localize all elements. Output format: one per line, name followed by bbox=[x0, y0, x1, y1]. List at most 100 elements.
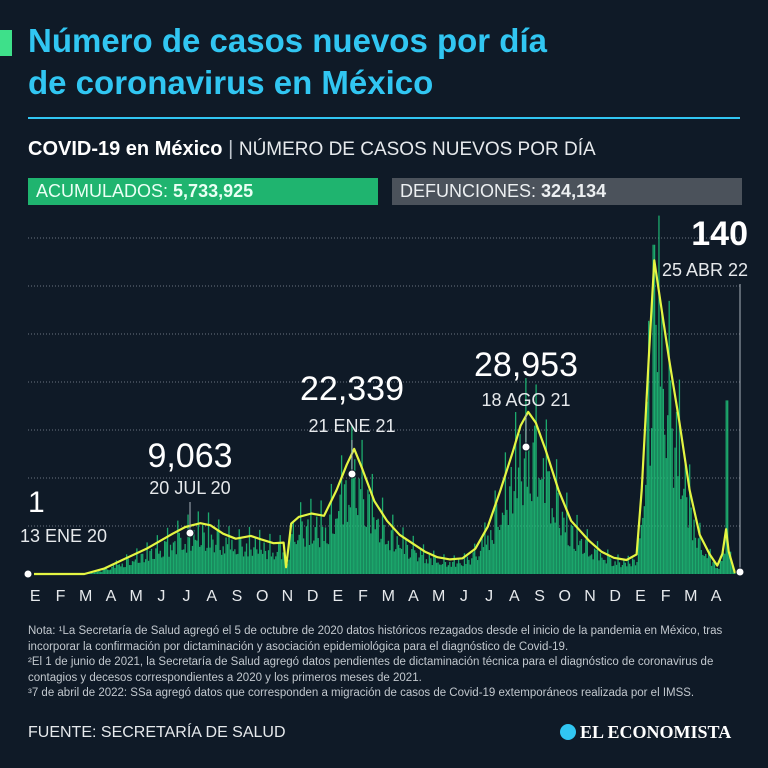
daily-cases-bar bbox=[693, 519, 695, 574]
daily-cases-bar bbox=[143, 562, 145, 574]
daily-cases-bar bbox=[438, 564, 441, 574]
daily-cases-bar bbox=[117, 564, 119, 574]
daily-cases-bar bbox=[710, 565, 713, 574]
daily-cases-bar bbox=[124, 567, 126, 574]
daily-cases-bar bbox=[485, 544, 488, 574]
daily-cases-bar bbox=[190, 550, 192, 574]
daily-cases-bar bbox=[184, 543, 186, 574]
daily-cases-bar bbox=[481, 538, 483, 574]
x-tick-label: F bbox=[661, 588, 671, 605]
daily-cases-bar bbox=[183, 549, 185, 574]
daily-cases-bar bbox=[361, 439, 363, 574]
daily-cases-bar bbox=[468, 559, 470, 574]
daily-cases-bar bbox=[111, 566, 113, 574]
annotation-value: 28,953 bbox=[474, 346, 578, 384]
subtitle-separator: | bbox=[228, 138, 234, 160]
daily-cases-bar bbox=[191, 545, 194, 574]
daily-cases-bar bbox=[408, 558, 410, 574]
daily-cases-bar bbox=[381, 497, 384, 574]
daily-cases-bar bbox=[90, 572, 93, 574]
daily-cases-bar bbox=[209, 547, 211, 574]
daily-cases-bar bbox=[114, 567, 116, 574]
daily-cases-bar bbox=[683, 488, 685, 574]
daily-cases-bar bbox=[368, 494, 371, 574]
daily-cases-bar bbox=[218, 519, 220, 574]
annotation-value: 9,063 bbox=[147, 437, 232, 475]
daily-cases-bar bbox=[397, 544, 400, 574]
daily-cases-bar bbox=[389, 550, 391, 574]
daily-cases-bar bbox=[449, 561, 451, 574]
daily-cases-bar bbox=[199, 546, 201, 574]
daily-cases-bar bbox=[684, 458, 686, 574]
daily-cases-bar bbox=[349, 507, 352, 574]
x-tick-label: M bbox=[432, 588, 445, 605]
daily-cases-bar bbox=[427, 563, 429, 574]
daily-cases-bar bbox=[425, 559, 428, 574]
daily-cases-bar bbox=[526, 486, 528, 574]
daily-cases-bar bbox=[699, 522, 701, 574]
daily-cases-bar bbox=[642, 517, 644, 574]
daily-cases-bar bbox=[434, 557, 436, 574]
daily-cases-bar bbox=[447, 565, 450, 574]
daily-cases-bar bbox=[164, 541, 166, 574]
daily-cases-bar bbox=[257, 553, 259, 574]
annotation-point bbox=[735, 567, 745, 577]
daily-cases-bar bbox=[140, 553, 142, 574]
x-tick-label: F bbox=[358, 588, 368, 605]
daily-cases-bar bbox=[223, 553, 226, 574]
daily-cases-bar bbox=[703, 556, 705, 574]
daily-cases-bar bbox=[441, 564, 444, 574]
title-divider bbox=[28, 117, 740, 119]
title-accent-bar bbox=[0, 30, 12, 56]
daily-cases-bar bbox=[395, 549, 397, 574]
daily-cases-bar bbox=[106, 569, 109, 574]
daily-cases-bar bbox=[384, 544, 387, 574]
daily-cases-bar bbox=[474, 543, 476, 574]
daily-cases-bar bbox=[247, 556, 249, 574]
daily-cases-bar bbox=[412, 535, 414, 574]
page-title: Número de casos nuevos por día de corona… bbox=[28, 20, 748, 104]
daily-cases-bar bbox=[630, 566, 632, 574]
daily-cases-bar bbox=[235, 554, 237, 574]
daily-cases-bar bbox=[564, 532, 567, 574]
daily-cases-bar bbox=[345, 480, 347, 574]
daily-cases-bar bbox=[668, 300, 670, 574]
daily-cases-bar bbox=[150, 548, 153, 574]
daily-cases-bar bbox=[139, 562, 141, 574]
daily-cases-bar bbox=[377, 518, 379, 574]
daily-cases-bar bbox=[687, 527, 689, 574]
daily-cases-bar bbox=[665, 458, 667, 574]
daily-cases-bar bbox=[637, 530, 640, 574]
daily-cases-bar bbox=[520, 481, 523, 574]
daily-cases-bar bbox=[248, 526, 251, 574]
daily-cases-bar bbox=[137, 562, 139, 574]
daily-cases-bar bbox=[362, 499, 365, 574]
daily-cases-bar bbox=[593, 548, 596, 574]
daily-cases-bar bbox=[193, 530, 195, 574]
daily-cases-bar bbox=[133, 561, 135, 574]
daily-cases-bar bbox=[706, 558, 708, 574]
daily-cases-bar bbox=[725, 400, 727, 574]
daily-cases-bar bbox=[162, 556, 164, 574]
daily-cases-bar bbox=[210, 534, 213, 574]
daily-cases-bar bbox=[286, 563, 289, 574]
daily-cases-bar bbox=[321, 526, 324, 574]
daily-cases-bar bbox=[149, 550, 151, 574]
x-tick-label: J bbox=[183, 588, 191, 605]
annotation-point bbox=[23, 569, 33, 579]
daily-cases-bar bbox=[715, 568, 717, 574]
x-tick-label: M bbox=[684, 588, 697, 605]
x-tick-label: O bbox=[256, 588, 268, 605]
daily-cases-bar bbox=[649, 465, 651, 574]
footnotes: Nota: ¹La Secretaría de Salud agregó el … bbox=[28, 624, 740, 702]
daily-cases-bar bbox=[612, 565, 615, 574]
title-line-1: Número de casos nuevos por día bbox=[28, 22, 547, 59]
daily-cases-bar bbox=[237, 553, 239, 574]
daily-cases-bar bbox=[708, 552, 710, 574]
daily-cases-bar bbox=[731, 563, 733, 574]
daily-cases-bar bbox=[166, 527, 169, 574]
daily-cases-bar bbox=[222, 546, 224, 574]
daily-cases-bar bbox=[652, 244, 654, 574]
daily-cases-bar bbox=[393, 551, 395, 574]
daily-cases-bar bbox=[92, 572, 94, 574]
